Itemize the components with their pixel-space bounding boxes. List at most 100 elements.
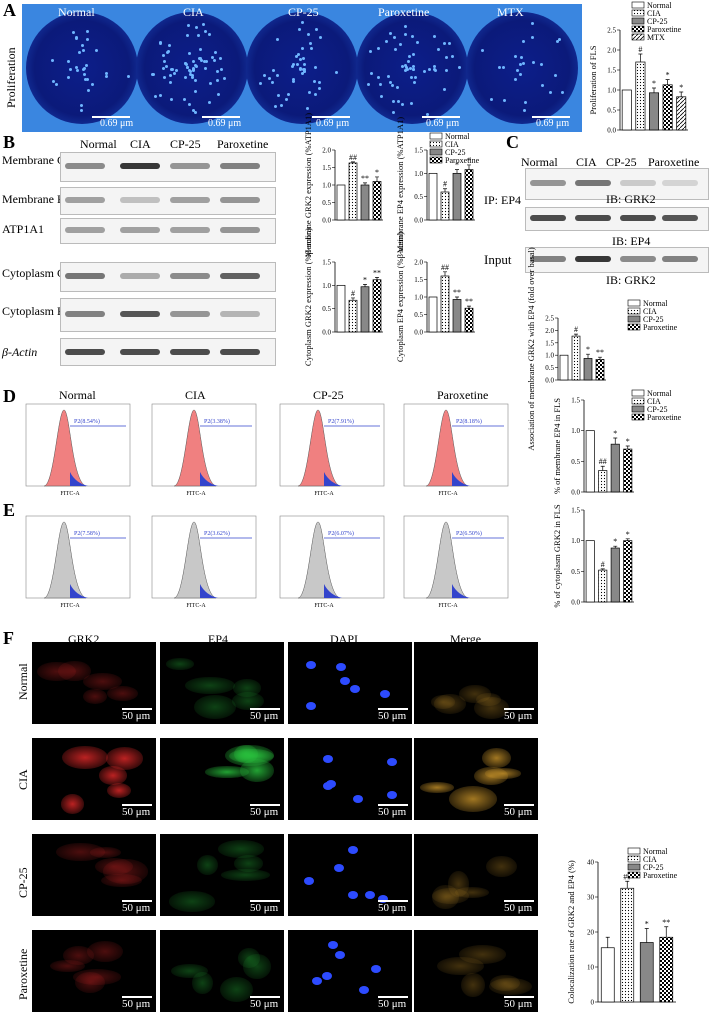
sig-mark: ##	[349, 153, 357, 162]
legend-swatch	[430, 149, 442, 155]
error-bar	[443, 189, 447, 192]
y-tick-label: 2.5	[607, 27, 616, 35]
bar	[337, 185, 345, 220]
y-axis-label: Cytoplasm GRK2 expression (%β-actin)	[303, 228, 313, 366]
legend-1: NormalCIACP-25Paroxetine	[430, 132, 480, 165]
y-tick-label: 0.0	[545, 377, 554, 385]
legend-swatch	[628, 856, 640, 862]
sig-mark: **	[596, 348, 604, 357]
bar	[337, 285, 345, 332]
error-bar	[645, 929, 649, 943]
y-tick-label: 1.0	[414, 170, 423, 178]
sig-mark: **	[662, 918, 670, 927]
error-bar	[626, 446, 630, 449]
legend-swatch	[628, 316, 640, 322]
y-tick-label: 0.5	[414, 193, 423, 201]
bar	[373, 182, 381, 221]
y-tick-label: 1.5	[571, 397, 580, 405]
y-tick-label: 40	[587, 859, 595, 867]
error-bar	[606, 937, 610, 948]
sig-mark: #	[443, 180, 447, 189]
bar	[596, 359, 604, 380]
bar	[441, 192, 449, 220]
legend-swatch	[628, 848, 640, 854]
legend-swatch	[430, 141, 442, 147]
legend-swatch	[628, 864, 640, 870]
sig-mark: *	[586, 345, 590, 354]
y-tick-label: 2.0	[545, 327, 554, 335]
sig-mark: *	[363, 275, 367, 284]
y-tick-label: 1.5	[322, 164, 331, 172]
legend-swatch	[632, 26, 644, 32]
bar	[649, 93, 658, 130]
legend-label: Paroxetine	[647, 413, 682, 422]
legend-swatch	[632, 390, 644, 396]
y-tick-label: 0.0	[607, 127, 616, 135]
y-tick-label: 1.5	[545, 339, 554, 347]
error-bar	[664, 927, 668, 938]
y-tick-label: 2.0	[322, 147, 331, 155]
legend-swatch	[628, 300, 640, 306]
bar	[465, 308, 473, 332]
error-bar	[679, 92, 683, 97]
y-tick-label: 0.5	[322, 305, 331, 313]
bar	[599, 570, 607, 602]
y-tick-label: 0.5	[322, 199, 331, 207]
sig-mark: #	[574, 325, 578, 334]
sig-mark: *	[626, 530, 630, 539]
bar	[453, 299, 461, 332]
y-tick-label: 0.5	[414, 311, 423, 319]
sig-mark: **	[361, 174, 369, 183]
bar	[572, 336, 580, 380]
error-bar	[375, 177, 379, 182]
chart-B_memGRK2: 0.00.51.01.52.0##***Membrane GRK2 expres…	[303, 113, 383, 257]
y-tick-label: 30	[587, 894, 595, 902]
sig-mark: #	[351, 289, 355, 298]
error-bar	[625, 881, 629, 888]
y-axis-label: % of cytoplasm GRK2 in FLS	[552, 504, 562, 607]
y-tick-label: 1.0	[571, 537, 580, 545]
legend-swatch	[628, 308, 640, 314]
error-bar	[443, 272, 447, 276]
y-tick-label: 2.0	[607, 47, 616, 55]
sig-mark: *	[679, 83, 683, 92]
y-tick-label: 1.5	[607, 67, 616, 75]
legend-label: Paroxetine	[445, 156, 480, 165]
chart-B_cytGRK2: 0.00.51.01.5#***Cytoplasm GRK2 expressio…	[303, 228, 383, 366]
bar	[640, 943, 653, 1003]
bar	[624, 449, 632, 492]
legend-swatch	[430, 133, 442, 139]
bar	[349, 163, 357, 220]
error-bar	[351, 298, 355, 300]
chart-E_cytGRK2: 0.00.51.01.5#**% of cytoplasm GRK2 in FL…	[552, 504, 634, 607]
y-tick-label: 0	[591, 999, 595, 1007]
bar	[429, 297, 437, 332]
y-tick-label: 0.0	[571, 599, 580, 607]
y-tick-label: 0.0	[414, 329, 423, 337]
legend-swatch	[632, 34, 644, 40]
error-bar	[638, 54, 642, 62]
y-tick-label: 1.5	[414, 276, 423, 284]
legend-swatch	[632, 2, 644, 8]
y-tick-label: 1.0	[545, 352, 554, 360]
legend-swatch	[632, 10, 644, 16]
sig-mark: **	[465, 297, 473, 306]
error-bar	[652, 88, 656, 93]
bar	[611, 444, 619, 492]
bar	[622, 90, 631, 130]
chart-B_cytEP4: 0.00.51.01.52.0##****Cytoplasm EP4 expre…	[395, 232, 475, 362]
y-axis-label: Proliferation of FLS	[588, 45, 598, 114]
legend-swatch	[632, 398, 644, 404]
error-bar	[467, 165, 471, 170]
sig-mark: *	[652, 79, 656, 88]
legend-swatch	[628, 872, 640, 878]
error-bar	[455, 297, 459, 299]
sig-mark: *	[645, 920, 649, 929]
bar	[453, 173, 461, 220]
bar	[621, 888, 634, 1002]
y-tick-label: 1.5	[322, 259, 331, 267]
bar	[465, 170, 473, 220]
bar	[624, 541, 632, 602]
bar	[636, 62, 645, 130]
